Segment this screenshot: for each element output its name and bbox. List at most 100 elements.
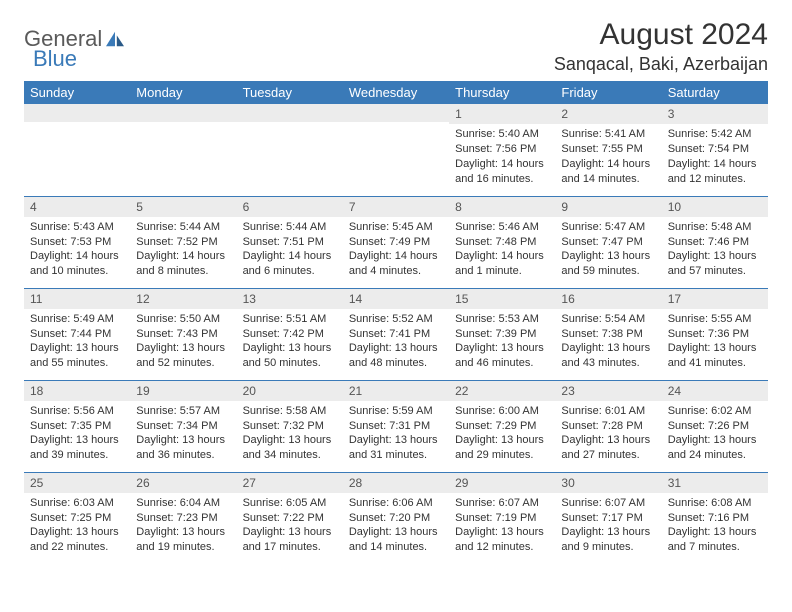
calendar-day-cell: 18 Sunrise: 5:56 AMSunset: 7:35 PMDayligh… [24,380,130,472]
calendar-empty-cell [237,104,343,196]
day-number: 7 [343,197,449,217]
weekday-header: Tuesday [237,81,343,104]
day-details: Sunrise: 5:49 AMSunset: 7:44 PMDaylight:… [30,312,124,371]
calendar-row: 25Sunrise: 6:03 AMSunset: 7:25 PMDayligh… [24,472,768,564]
day-number: 28 [343,473,449,493]
day-number: 16 [555,289,661,309]
day-details: Sunrise: 5:51 AMSunset: 7:42 PMDaylight:… [243,312,337,371]
day-details: Sunrise: 5:59 AMSunset: 7:31 PMDaylight:… [349,404,443,463]
day-details: Sunrise: 6:06 AMSunset: 7:20 PMDaylight:… [349,496,443,555]
day-number: 31 [662,473,768,493]
day-details: Sunrise: 5:47 AMSunset: 7:47 PMDaylight:… [561,220,655,279]
weekday-header: Wednesday [343,81,449,104]
calendar-table: SundayMondayTuesdayWednesdayThursdayFrid… [24,81,768,564]
calendar-day-cell: 20Sunrise: 5:58 AMSunset: 7:32 PMDayligh… [237,380,343,472]
day-number: 11 [24,289,130,309]
calendar-day-cell: 23 Sunrise: 6:01 AMSunset: 7:28 PMDayligh… [555,380,661,472]
calendar-day-cell: 28 Sunrise: 6:06 AMSunset: 7:20 PMDayligh… [343,472,449,564]
calendar-day-cell: 4 Sunrise: 5:43 AMSunset: 7:53 PMDaylight… [24,196,130,288]
calendar-day-cell: 6Sunrise: 5:44 AMSunset: 7:51 PMDaylight… [237,196,343,288]
day-number: 27 [237,473,343,493]
day-details: Sunrise: 5:40 AMSunset: 7:56 PMDaylight:… [455,127,549,186]
calendar-day-cell: 5 Sunrise: 5:44 AMSunset: 7:52 PMDaylight… [130,196,236,288]
weekday-header: Saturday [662,81,768,104]
day-number: 5 [130,197,236,217]
day-number-bar [343,104,449,122]
title-block: August 2024 Sanqacal, Baki, Azerbaijan [554,18,768,75]
day-number: 29 [449,473,555,493]
calendar-day-cell: 11 Sunrise: 5:49 AMSunset: 7:44 PMDayligh… [24,288,130,380]
weekday-header: Sunday [24,81,130,104]
calendar-empty-cell [130,104,236,196]
day-number: 23 [555,381,661,401]
day-details: Sunrise: 6:01 AMSunset: 7:28 PMDaylight:… [561,404,655,463]
calendar-day-cell: 10Sunrise: 5:48 AMSunset: 7:46 PMDayligh… [662,196,768,288]
day-details: Sunrise: 5:57 AMSunset: 7:34 PMDaylight:… [136,404,230,463]
calendar-day-cell: 3 Sunrise: 5:42 AMSunset: 7:54 PMDaylight… [662,104,768,196]
weekday-header: Thursday [449,81,555,104]
calendar-day-cell: 15 Sunrise: 5:53 AMSunset: 7:39 PMDayligh… [449,288,555,380]
calendar-day-cell: 16 Sunrise: 5:54 AMSunset: 7:38 PMDayligh… [555,288,661,380]
calendar-day-cell: 30 Sunrise: 6:07 AMSunset: 7:17 PMDayligh… [555,472,661,564]
day-number: 19 [130,381,236,401]
calendar-day-cell: 12 Sunrise: 5:50 AMSunset: 7:43 PMDayligh… [130,288,236,380]
day-number: 24 [662,381,768,401]
day-details: Sunrise: 5:43 AMSunset: 7:53 PMDaylight:… [30,220,124,279]
day-details: Sunrise: 6:05 AMSunset: 7:22 PMDaylight:… [243,496,337,555]
day-number: 4 [24,197,130,217]
day-number: 1 [449,104,555,124]
calendar-day-cell: 1 Sunrise: 5:40 AMSunset: 7:56 PMDaylight… [449,104,555,196]
calendar-empty-cell [343,104,449,196]
day-details: Sunrise: 6:07 AMSunset: 7:19 PMDaylight:… [455,496,549,555]
calendar-day-cell: 24 Sunrise: 6:02 AMSunset: 7:26 PMDayligh… [662,380,768,472]
sail-icon [104,30,126,48]
day-number: 15 [449,289,555,309]
calendar-day-cell: 26Sunrise: 6:04 AMSunset: 7:23 PMDayligh… [130,472,236,564]
weekday-header-row: SundayMondayTuesdayWednesdayThursdayFrid… [24,81,768,104]
day-number: 20 [237,381,343,401]
day-details: Sunrise: 6:08 AMSunset: 7:16 PMDaylight:… [668,496,762,555]
day-details: Sunrise: 5:46 AMSunset: 7:48 PMDaylight:… [455,220,549,279]
day-details: Sunrise: 6:00 AMSunset: 7:29 PMDaylight:… [455,404,549,463]
calendar-day-cell: 13 Sunrise: 5:51 AMSunset: 7:42 PMDayligh… [237,288,343,380]
day-details: Sunrise: 5:45 AMSunset: 7:49 PMDaylight:… [349,220,443,279]
weekday-header: Monday [130,81,236,104]
calendar-day-cell: 29 Sunrise: 6:07 AMSunset: 7:19 PMDayligh… [449,472,555,564]
day-details: Sunrise: 6:04 AMSunset: 7:23 PMDaylight:… [136,496,230,555]
calendar-day-cell: 22Sunrise: 6:00 AMSunset: 7:29 PMDayligh… [449,380,555,472]
day-details: Sunrise: 5:44 AMSunset: 7:52 PMDaylight:… [136,220,230,279]
calendar-day-cell: 19 Sunrise: 5:57 AMSunset: 7:34 PMDayligh… [130,380,236,472]
day-number-bar [130,104,236,122]
day-number: 30 [555,473,661,493]
day-details: Sunrise: 5:48 AMSunset: 7:46 PMDaylight:… [668,220,762,279]
day-number: 9 [555,197,661,217]
day-number: 14 [343,289,449,309]
calendar-empty-cell [24,104,130,196]
calendar-row: 18 Sunrise: 5:56 AMSunset: 7:35 PMDayligh… [24,380,768,472]
day-number: 8 [449,197,555,217]
page-header: General August 2024 Sanqacal, Baki, Azer… [24,18,768,75]
day-number: 18 [24,381,130,401]
day-details: Sunrise: 5:54 AMSunset: 7:38 PMDaylight:… [561,312,655,371]
day-number: 13 [237,289,343,309]
day-details: Sunrise: 5:52 AMSunset: 7:41 PMDaylight:… [349,312,443,371]
day-number-bar [24,104,130,122]
day-details: Sunrise: 5:53 AMSunset: 7:39 PMDaylight:… [455,312,549,371]
calendar-day-cell: 2Sunrise: 5:41 AMSunset: 7:55 PMDaylight… [555,104,661,196]
calendar-day-cell: 7 Sunrise: 5:45 AMSunset: 7:49 PMDaylight… [343,196,449,288]
day-details: Sunrise: 5:44 AMSunset: 7:51 PMDaylight:… [243,220,337,279]
calendar-day-cell: 14 Sunrise: 5:52 AMSunset: 7:41 PMDayligh… [343,288,449,380]
day-number: 3 [662,104,768,124]
day-details: Sunrise: 5:56 AMSunset: 7:35 PMDaylight:… [30,404,124,463]
day-details: Sunrise: 5:50 AMSunset: 7:43 PMDaylight:… [136,312,230,371]
calendar-row: 11 Sunrise: 5:49 AMSunset: 7:44 PMDayligh… [24,288,768,380]
day-details: Sunrise: 6:03 AMSunset: 7:25 PMDaylight:… [30,496,124,555]
day-number: 12 [130,289,236,309]
calendar-day-cell: 17Sunrise: 5:55 AMSunset: 7:36 PMDayligh… [662,288,768,380]
day-details: Sunrise: 5:42 AMSunset: 7:54 PMDaylight:… [668,127,762,186]
day-details: Sunrise: 6:07 AMSunset: 7:17 PMDaylight:… [561,496,655,555]
day-details: Sunrise: 6:02 AMSunset: 7:26 PMDaylight:… [668,404,762,463]
day-details: Sunrise: 5:55 AMSunset: 7:36 PMDaylight:… [668,312,762,371]
calendar-day-cell: 9 Sunrise: 5:47 AMSunset: 7:47 PMDaylight… [555,196,661,288]
day-number: 21 [343,381,449,401]
